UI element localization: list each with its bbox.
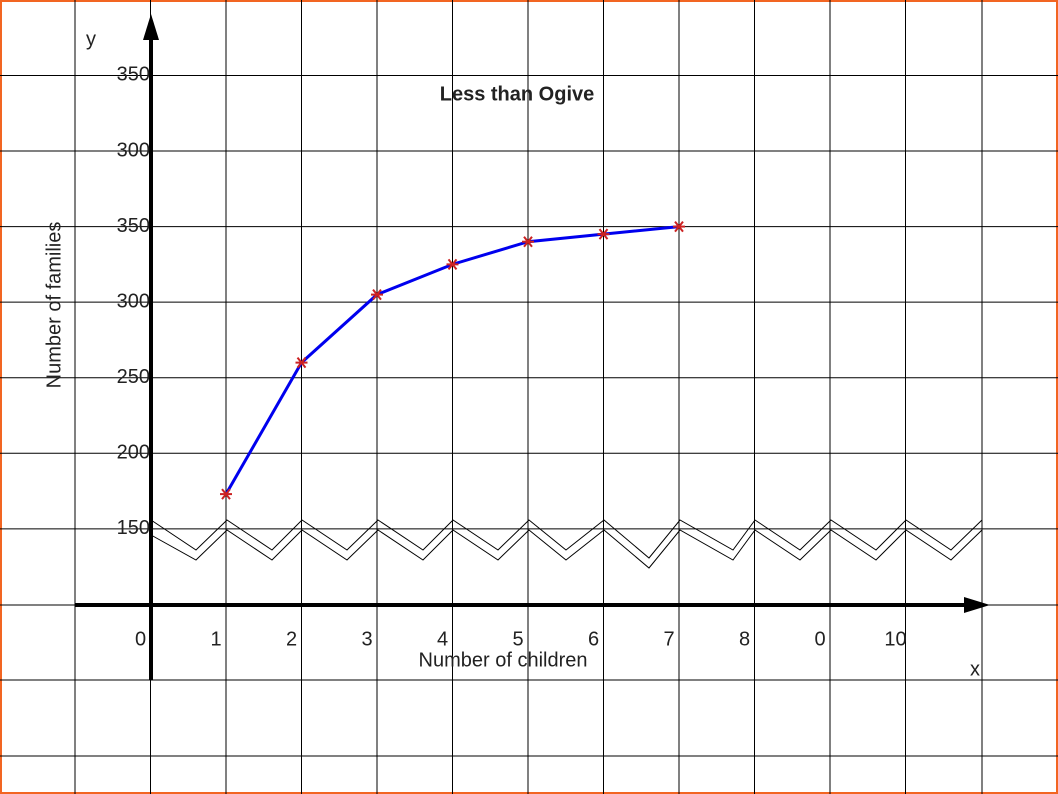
marker-stroke (372, 288, 382, 301)
y-axis-letter: y (86, 28, 96, 50)
data-point (295, 356, 308, 369)
x-tick-label: 2 (286, 628, 297, 650)
y-tick-label: 250 (117, 366, 150, 388)
data-point (522, 236, 534, 248)
x-tick-label: 5 (512, 628, 523, 650)
y-axis-label: Number of families (43, 222, 65, 389)
y-tick-label: 300 (117, 290, 150, 312)
data-point (220, 488, 232, 500)
x-tick-label: 0 (135, 628, 146, 650)
x-tick-label: 0 (814, 628, 825, 650)
x-tick-label: 6 (588, 628, 599, 650)
x-tick-label: 8 (739, 628, 750, 650)
x-axis-letter: x (970, 658, 980, 680)
data-point (446, 258, 459, 270)
marker-stroke (523, 236, 533, 248)
marker-stroke (598, 228, 609, 240)
y-tick-label: 300 (117, 139, 150, 161)
chart-title: Less than Ogive (440, 83, 595, 105)
y-tick-label: 200 (117, 442, 150, 464)
data-point (371, 288, 383, 301)
x-tick-label: 7 (663, 628, 674, 650)
axis-break (150, 519, 983, 569)
y-axis-arrow (143, 14, 159, 40)
x-tick-label: 3 (361, 628, 372, 650)
x-tick-label: 4 (437, 628, 448, 650)
marker-stroke (674, 220, 684, 233)
x-tick-label: 1 (210, 628, 221, 650)
y-tick-label: 350 (117, 64, 150, 86)
data-point (673, 220, 685, 233)
y-tick-label: 150 (117, 517, 150, 539)
marker-stroke (296, 356, 307, 369)
x-tick-label: 10 (884, 628, 906, 650)
x-axis-arrow (964, 597, 990, 613)
marker-stroke (221, 488, 231, 500)
data-point (597, 228, 610, 240)
marker-stroke (447, 258, 458, 270)
y-tick-label: 350 (117, 215, 150, 237)
x-axis-label: Number of children (419, 649, 588, 671)
